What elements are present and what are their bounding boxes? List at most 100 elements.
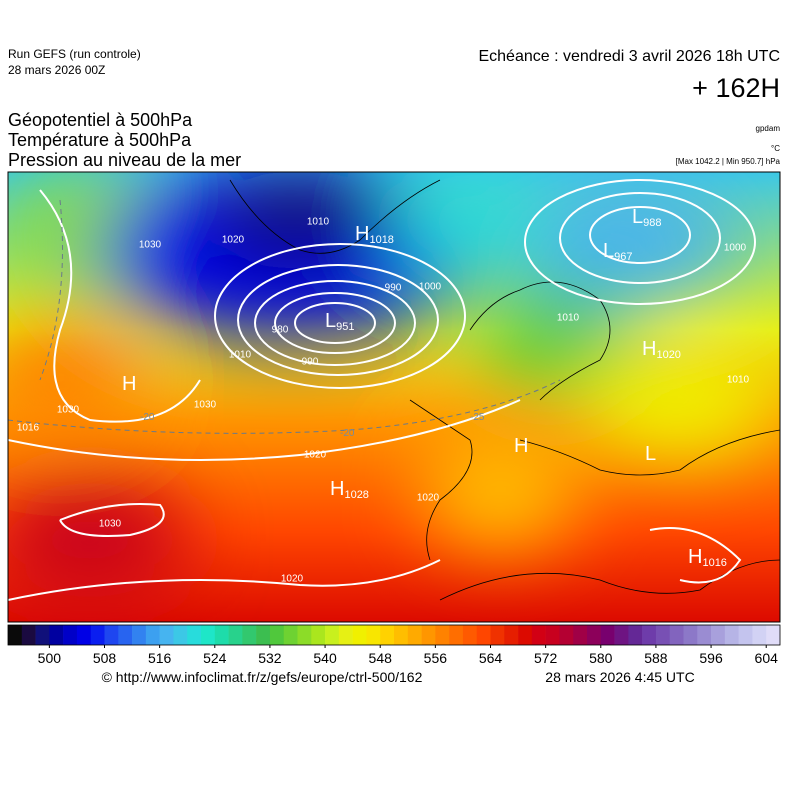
colorbar-swatch — [21, 625, 36, 645]
colorbar-tick-label: 604 — [755, 650, 779, 666]
colorbar-swatch — [394, 625, 409, 645]
colorbar-swatch — [297, 625, 312, 645]
colorbar-swatch — [587, 625, 602, 645]
colorbar-swatch — [118, 625, 133, 645]
isobar-label: 990 — [385, 283, 402, 294]
title: Température à 500hPa — [8, 130, 192, 150]
colorbar-swatch — [711, 625, 726, 645]
unit: [Max 1042.2 | Min 950.7] hPa — [676, 157, 781, 166]
colorbar-tick-label: 596 — [699, 650, 723, 666]
field — [8, 172, 780, 600]
unit: gpdam — [756, 124, 781, 133]
colorbar-tick-label: 556 — [424, 650, 448, 666]
colorbar-swatch — [256, 625, 271, 645]
colorbar-swatch — [201, 625, 216, 645]
pressure-center: H1016 — [688, 546, 727, 569]
colorbar-tick-label: 524 — [203, 650, 227, 666]
colorbar-swatch — [325, 625, 340, 645]
colorbar-swatch — [545, 625, 560, 645]
colorbar-swatch — [476, 625, 491, 645]
temperature-label: -20 — [140, 412, 155, 423]
title: Géopotentiel à 500hPa — [8, 110, 193, 130]
colorbar-tick-label: 548 — [369, 650, 393, 666]
isobar-label: 1010 — [727, 375, 750, 386]
colorbar-swatch — [600, 625, 615, 645]
colorbar-swatch — [669, 625, 684, 645]
colorbar-swatch — [283, 625, 298, 645]
colorbar-swatch — [63, 625, 78, 645]
isobar-label: 1000 — [419, 282, 442, 293]
colorbar-swatch — [311, 625, 326, 645]
colorbar-swatch — [49, 625, 64, 645]
run-label: Run GEFS (run controle) — [8, 47, 141, 61]
pressure-center: H1018 — [355, 223, 394, 246]
isobar-label: 1010 — [557, 313, 580, 324]
isobar-label: 1020 — [222, 235, 245, 246]
isobar-label: 1030 — [139, 240, 162, 251]
colorbar-tick-label: 540 — [313, 650, 337, 666]
title: Pression au niveau de la mer — [8, 150, 241, 170]
isobar-label: 1016 — [17, 423, 40, 434]
pressure-center: H — [514, 435, 528, 457]
colorbar-swatch — [338, 625, 353, 645]
colorbar-swatch — [766, 625, 781, 645]
pressure-centers: H1018 L988 L967 L951 H1020 H1028 H1016 H… — [122, 206, 727, 569]
colorbar-swatch — [104, 625, 119, 645]
colorbar-swatch — [531, 625, 546, 645]
colorbar-swatch — [642, 625, 657, 645]
map-frame — [7, 171, 781, 623]
colorbar-swatch — [655, 625, 671, 645]
isobar-label: 1030 — [99, 519, 122, 530]
colorbar-swatch — [683, 625, 698, 645]
colorbar-tick-label: 500 — [38, 650, 62, 666]
colorbar-swatch — [697, 625, 712, 645]
colorbar-tick-label: 580 — [589, 650, 613, 666]
isotherms — [8, 199, 561, 434]
lead-time: + 162H — [692, 73, 780, 103]
unit: °C — [771, 144, 780, 153]
isobar-label: 1020 — [417, 493, 440, 504]
colorbar-swatch — [173, 625, 188, 645]
colorbar-swatch — [518, 625, 533, 645]
run-date: 28 mars 2026 00Z — [8, 63, 105, 77]
pressure-center: H1020 — [642, 338, 681, 361]
colorbar-frame — [7, 624, 781, 646]
colorbar-swatch — [559, 625, 574, 645]
colorbar-swatch — [407, 625, 422, 645]
temperature-label: -25 — [470, 412, 485, 423]
colorbar-tick-label: 508 — [93, 650, 117, 666]
colorbar-swatch — [366, 625, 381, 645]
colorbar-tick-label: 564 — [479, 650, 503, 666]
colorbar-swatch — [752, 625, 767, 645]
isobar-label: 990 — [302, 357, 319, 368]
pressure-center: L988 — [632, 206, 661, 229]
colorbar-swatch — [462, 625, 478, 645]
isobar-label: 1010 — [307, 217, 330, 228]
colorbar-swatch — [8, 625, 23, 645]
colorbar-swatch — [628, 625, 643, 645]
isobar-label: 1020 — [281, 574, 304, 585]
isobar-labels: 1010 1030 1020 1000 990 980 990 1010 103… — [17, 217, 750, 585]
isobar-label: 1030 — [57, 405, 80, 416]
issued: 28 mars 2026 4:45 UTC — [545, 669, 694, 685]
colorbar-swatch — [504, 625, 519, 645]
isobars — [8, 179, 756, 601]
colorbar-swatch — [449, 625, 464, 645]
colorbar-swatch — [738, 625, 753, 645]
isobar-label: 1000 — [724, 243, 747, 254]
colorbar-swatch — [724, 625, 739, 645]
colorbar-swatch — [352, 625, 367, 645]
source-url: © http://www.infoclimat.fr/z/gefs/europe… — [102, 669, 423, 685]
valid-time: Echéance : vendredi 3 avril 2026 18h UTC — [478, 48, 780, 65]
pressure-center: L951 — [325, 310, 354, 333]
colorbar-swatch — [90, 625, 105, 645]
isobar-label: 1030 — [194, 400, 217, 411]
temperature-labels: -20 -20 -25 — [140, 412, 485, 439]
colorbar-swatch — [490, 625, 505, 645]
colorbar-swatch — [214, 625, 229, 645]
colorbar-swatch — [421, 625, 436, 645]
colorbar-swatch — [614, 625, 629, 645]
colorbar-swatch — [242, 625, 257, 645]
colorbar: 500 508 516 524 532 540 548 556 564 572 580 588 596 6… — [7, 624, 781, 666]
